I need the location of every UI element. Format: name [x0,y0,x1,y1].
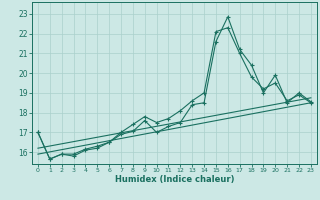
X-axis label: Humidex (Indice chaleur): Humidex (Indice chaleur) [115,175,234,184]
